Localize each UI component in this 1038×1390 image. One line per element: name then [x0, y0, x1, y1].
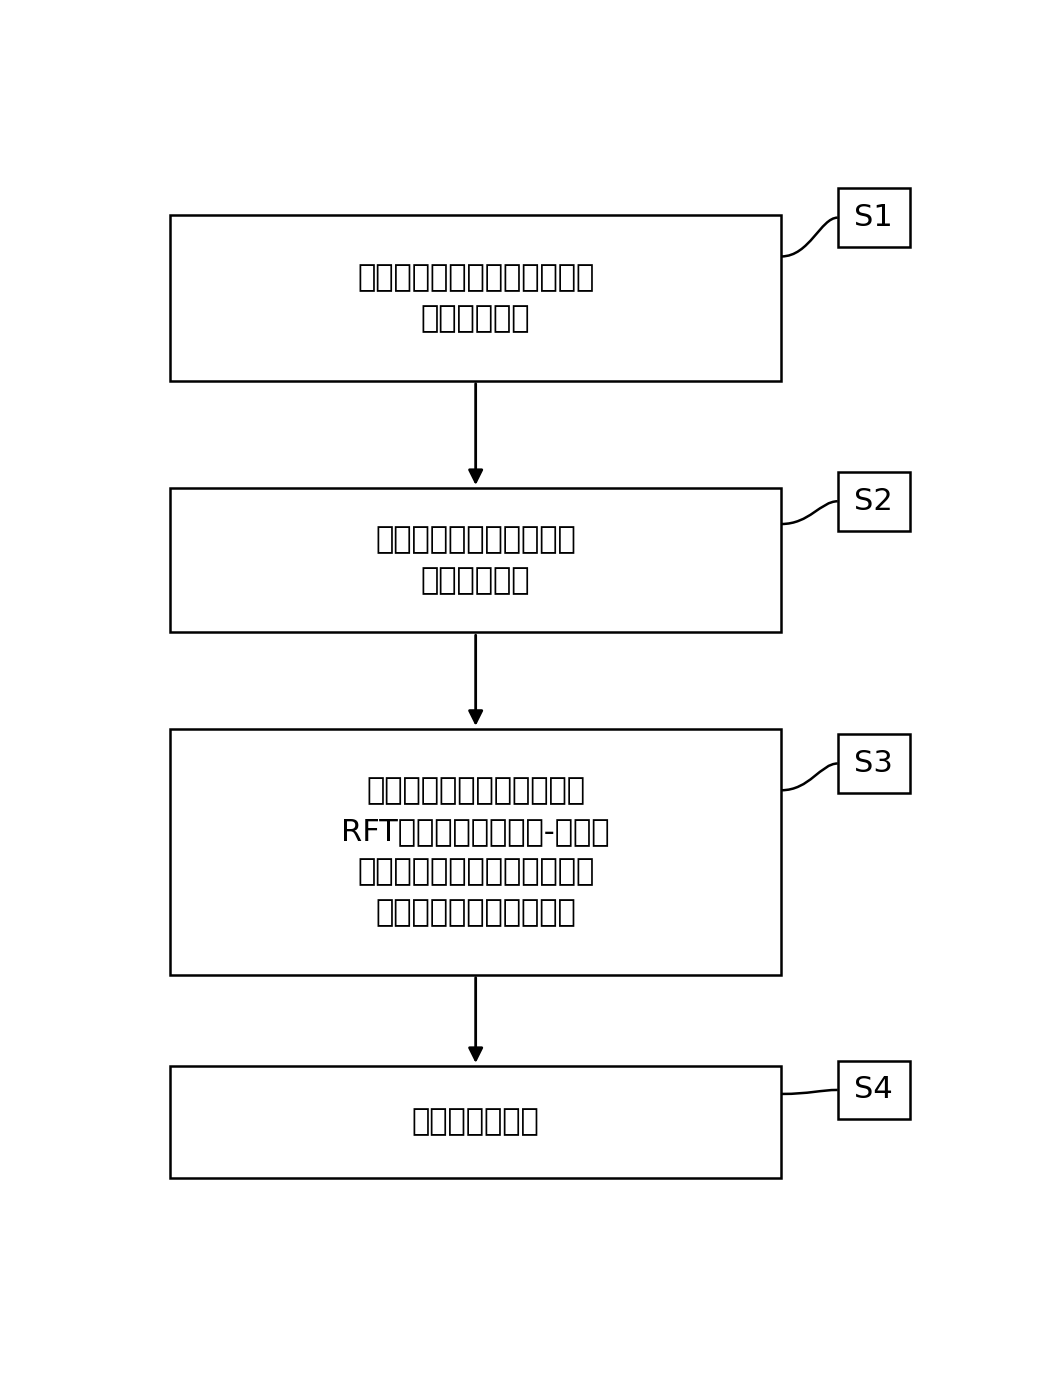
Text: 宽带雷达发射线性调频信号，
接收回波信号: 宽带雷达发射线性调频信号， 接收回波信号 — [357, 263, 595, 332]
Text: S2: S2 — [854, 486, 894, 516]
FancyBboxPatch shape — [838, 734, 910, 792]
FancyBboxPatch shape — [170, 1066, 782, 1179]
FancyBboxPatch shape — [838, 1061, 910, 1119]
Text: 构造尺度效应匹配滤波和
相位补偿方程: 构造尺度效应匹配滤波和 相位补偿方程 — [376, 525, 576, 595]
Text: 对目标进行检测: 对目标进行检测 — [412, 1108, 540, 1137]
Text: S3: S3 — [854, 749, 894, 778]
FancyBboxPatch shape — [170, 728, 782, 974]
FancyBboxPatch shape — [170, 215, 782, 381]
Text: 将构造的补偿方程代入尺度
RFT算法公式，在速度-距离参
数域进行二维联合搜索，得到
目标能量的相参积累结果: 将构造的补偿方程代入尺度 RFT算法公式，在速度-距离参 数域进行二维联合搜索，… — [342, 777, 610, 927]
Text: S1: S1 — [854, 203, 894, 232]
FancyBboxPatch shape — [838, 471, 910, 531]
FancyBboxPatch shape — [170, 488, 782, 632]
Text: S4: S4 — [854, 1076, 894, 1105]
FancyBboxPatch shape — [838, 188, 910, 247]
